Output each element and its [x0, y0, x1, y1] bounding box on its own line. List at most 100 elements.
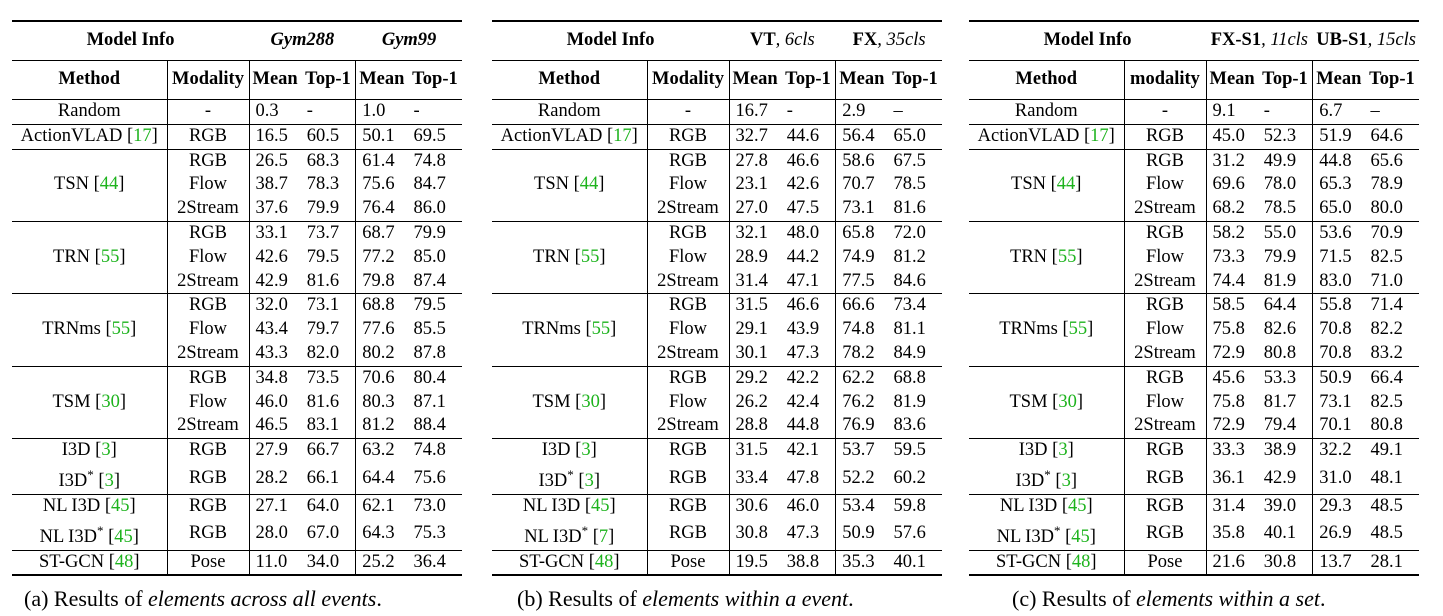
method-name: NL I3D	[522, 495, 581, 516]
modality-cell: RGB	[1124, 438, 1207, 463]
method-cell: I3D* [3]	[492, 462, 648, 495]
top1-value: 86.0	[413, 198, 446, 219]
table-row: TRNms [55] RGB 58.5 64.4 55.8 71.4	[969, 293, 1420, 367]
dataset-class-count: , 11cls	[1261, 30, 1309, 51]
table-row: Flow 28.9 44.2 74.9 81.2	[492, 245, 942, 270]
citation-link[interactable]: 7	[598, 526, 609, 547]
mean-value: 62.2	[835, 365, 888, 391]
mean-value: 70.8	[1319, 342, 1352, 363]
top1-value: 46.6	[780, 293, 837, 319]
mean-value: 34.8	[249, 365, 301, 391]
citation-link[interactable]: 44	[1056, 174, 1076, 195]
top1-value: 78.3	[300, 173, 357, 198]
top1-value: 85.0	[413, 246, 446, 267]
method-cell: TSN [44]	[12, 148, 168, 222]
caption-text: (b) Results of	[517, 586, 643, 611]
top1-value: 73.0	[407, 493, 463, 519]
citation-link[interactable]: 17	[1090, 125, 1109, 146]
citation-link[interactable]: 48	[114, 551, 134, 572]
citation-link[interactable]: 45	[1068, 495, 1087, 516]
citation-link[interactable]: 45	[1071, 526, 1090, 547]
mean-value: 36.1	[1212, 467, 1245, 488]
table-row: I3D* [3] RGB 36.1 42.9 31.0 48.1	[969, 462, 1419, 495]
citation-link[interactable]: 3	[584, 471, 594, 492]
citation-link[interactable]: 55	[1057, 246, 1077, 267]
citation-link[interactable]: 55	[1068, 319, 1088, 340]
top1-value: 38.8	[780, 549, 837, 576]
mean-value: 62.1	[355, 493, 408, 519]
column-header: Mean	[729, 60, 781, 100]
modality-cell: -	[167, 99, 250, 125]
method-name: TRNms	[42, 319, 101, 340]
mean-value: 76.9	[842, 415, 875, 436]
method-name: TSN	[54, 174, 89, 195]
citation-link[interactable]: 55	[100, 246, 120, 267]
citation-link[interactable]: 55	[591, 319, 611, 340]
mean-value: 16.7	[729, 99, 781, 125]
mean-value: 75.8	[1212, 391, 1245, 412]
citation-link[interactable]: 3	[581, 440, 591, 461]
citation-link[interactable]: 30	[1058, 391, 1077, 412]
method-cell: I3D* [3]	[12, 462, 168, 495]
table-row: NL I3D [45] RGB 30.6 46.0 53.4 59.8	[492, 493, 943, 519]
citation-link[interactable]: 48	[594, 551, 614, 572]
citation-link[interactable]: 44	[99, 174, 119, 195]
citation-link[interactable]: 3	[1061, 471, 1071, 492]
method-name: TSM	[1009, 391, 1048, 412]
variant-marker: *	[581, 522, 589, 538]
top1-value: 47.3	[780, 518, 837, 551]
citation-link[interactable]: 55	[580, 246, 600, 267]
method-cell: TRN [55]	[12, 220, 168, 294]
top1-value: 44.8	[780, 414, 837, 439]
modality-cell: Flow	[647, 390, 730, 415]
citation-link[interactable]: 17	[133, 125, 152, 146]
mean-value: 53.6	[1312, 220, 1365, 246]
citation-link[interactable]: 30	[101, 391, 120, 412]
modality-cell: RGB	[1124, 293, 1207, 319]
column-header: Top-1	[300, 60, 357, 100]
method-cell: TSM [30]	[969, 365, 1125, 439]
citation-link[interactable]: 55	[111, 319, 131, 340]
top1-value: 39.0	[1257, 493, 1314, 519]
citation-link[interactable]: 45	[114, 526, 133, 547]
column-header: modality	[1124, 60, 1207, 100]
citation-link[interactable]: 3	[104, 471, 114, 492]
table-row: Flow 46.0 81.6 80.3 87.1	[12, 390, 462, 415]
header-row-columns: Method Modality Mean Top-1 Mean Top-1	[492, 60, 943, 100]
method-cell: ST-GCN [48]	[12, 549, 168, 576]
mean-value: 13.7	[1312, 549, 1365, 576]
top1-value: 34.0	[300, 549, 357, 576]
citation-link[interactable]: 44	[579, 174, 599, 195]
citation-link[interactable]: 17	[613, 125, 632, 146]
citation-link[interactable]: 3	[101, 440, 111, 461]
top1-value: –	[1364, 99, 1420, 125]
mean-value: 35.3	[835, 549, 888, 576]
citation-link[interactable]: 30	[581, 391, 600, 412]
top1-value: 79.5	[407, 293, 463, 319]
mean-value: 80.2	[362, 342, 395, 363]
top1-value: 83.2	[1370, 342, 1403, 363]
top1-value: 80.4	[407, 365, 463, 391]
modality-cell: RGB	[647, 148, 730, 174]
citation-link[interactable]: 45	[591, 495, 610, 516]
column-header: Top-1	[780, 60, 837, 100]
citation-link[interactable]: 3	[1058, 440, 1068, 461]
top1-value: 70.9	[1364, 220, 1420, 246]
mean-value: 31.4	[735, 270, 768, 291]
mean-value: 28.2	[255, 467, 288, 488]
method-cell: NL I3D* [7]	[492, 518, 648, 551]
caption-text: (a) Results of	[24, 586, 149, 611]
citation-link[interactable]: 48	[1071, 551, 1091, 572]
table-row: 2Stream 72.9 79.4 70.1 80.8	[969, 414, 1419, 439]
variant-marker: *	[96, 522, 104, 538]
table-row: Flow 38.7 78.3 75.6 84.7	[12, 173, 462, 198]
table-row: ActionVLAD [17] RGB 32.7 44.6 56.4 65.0	[492, 123, 943, 150]
modality-cell: -	[1124, 99, 1207, 125]
modality-cell: RGB	[1124, 462, 1207, 495]
mean-value: 79.8	[362, 270, 395, 291]
mean-value: 44.8	[1312, 148, 1365, 174]
citation-link[interactable]: 45	[111, 495, 130, 516]
top1-value: 81.9	[1257, 269, 1314, 294]
method-cell: NL I3D [45]	[969, 493, 1125, 519]
top1-value: 65.0	[887, 123, 943, 150]
